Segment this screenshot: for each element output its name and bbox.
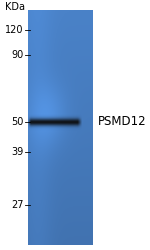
Text: 90: 90: [11, 50, 23, 60]
Text: PSMD12: PSMD12: [98, 115, 147, 128]
Text: 39: 39: [11, 147, 23, 157]
Text: KDa: KDa: [4, 2, 25, 12]
Text: 120: 120: [5, 25, 23, 35]
Text: 27: 27: [11, 200, 23, 210]
Text: 50: 50: [11, 116, 23, 126]
